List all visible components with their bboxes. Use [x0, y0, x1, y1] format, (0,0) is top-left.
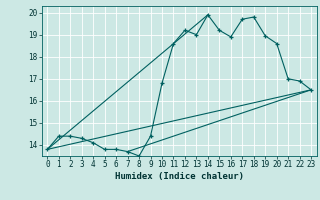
X-axis label: Humidex (Indice chaleur): Humidex (Indice chaleur) — [115, 172, 244, 181]
